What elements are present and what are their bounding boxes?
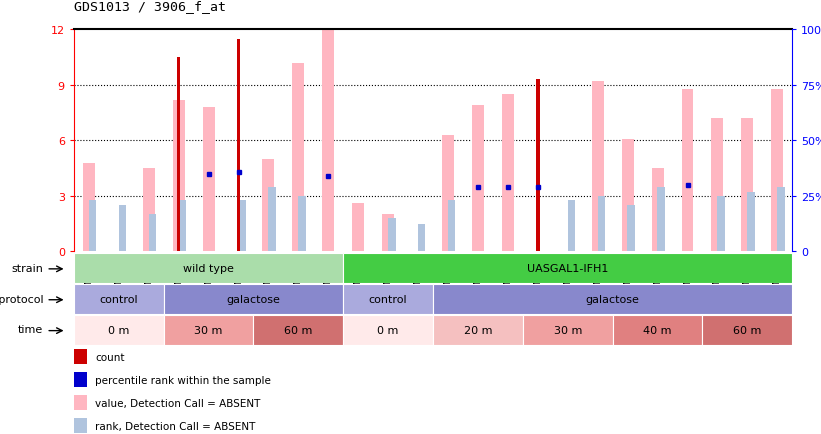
Text: 0 m: 0 m [378, 326, 399, 335]
Text: percentile rank within the sample: percentile rank within the sample [95, 375, 271, 385]
Bar [523, 316, 612, 345]
Bar [74, 285, 163, 314]
Bar [771, 89, 783, 252]
Bar [163, 316, 254, 345]
Bar [203, 108, 214, 252]
Bar [747, 193, 754, 252]
Bar [777, 187, 785, 252]
Bar [254, 316, 343, 345]
Bar [89, 200, 96, 252]
Bar [658, 187, 665, 252]
Bar [83, 163, 95, 252]
Bar [178, 200, 186, 252]
Bar [74, 349, 86, 365]
Bar [74, 372, 86, 388]
Text: 20 m: 20 m [464, 326, 493, 335]
Text: 30 m: 30 m [553, 326, 582, 335]
Text: 60 m: 60 m [733, 326, 762, 335]
Bar [143, 169, 154, 252]
Bar [343, 285, 433, 314]
Bar [298, 196, 305, 252]
Text: 0 m: 0 m [108, 326, 130, 335]
Bar [712, 119, 723, 252]
Text: 30 m: 30 m [195, 326, 222, 335]
Bar [149, 215, 156, 252]
Bar [502, 95, 514, 252]
Bar [627, 206, 635, 252]
Bar [718, 196, 725, 252]
Text: time: time [18, 325, 44, 335]
Bar [74, 254, 343, 283]
Bar [612, 316, 703, 345]
Bar [74, 395, 86, 410]
Bar [238, 200, 245, 252]
Text: wild type: wild type [183, 264, 234, 273]
Bar [177, 58, 181, 252]
Bar [472, 106, 484, 252]
Bar [598, 196, 605, 252]
Bar [323, 30, 334, 252]
Text: GDS1013 / 3906_f_at: GDS1013 / 3906_f_at [74, 0, 226, 13]
Bar [652, 169, 663, 252]
Bar [74, 316, 163, 345]
Bar [681, 89, 694, 252]
Bar [343, 316, 433, 345]
Bar [74, 418, 86, 433]
Text: UASGAL1-IFH1: UASGAL1-IFH1 [527, 264, 608, 273]
Bar [352, 204, 365, 252]
Bar [442, 135, 454, 252]
Bar [263, 160, 274, 252]
Bar [268, 187, 276, 252]
Bar [433, 316, 523, 345]
Text: galactose: galactose [227, 295, 281, 304]
Bar [418, 224, 425, 252]
Bar [703, 316, 792, 345]
Text: control: control [369, 295, 407, 304]
Bar [536, 80, 539, 252]
Bar [236, 39, 241, 252]
Text: value, Detection Call = ABSENT: value, Detection Call = ABSENT [95, 398, 260, 408]
Text: strain: strain [11, 263, 44, 273]
Bar [388, 219, 396, 252]
Bar [343, 254, 792, 283]
Bar [292, 64, 305, 252]
Text: count: count [95, 352, 125, 362]
Text: growth protocol: growth protocol [0, 294, 44, 304]
Bar [741, 119, 754, 252]
Text: rank, Detection Call = ABSENT: rank, Detection Call = ABSENT [95, 421, 255, 431]
Bar [163, 285, 343, 314]
Bar [383, 215, 394, 252]
Text: control: control [99, 295, 138, 304]
Bar [592, 82, 603, 252]
Bar [448, 200, 456, 252]
Bar [433, 285, 792, 314]
Text: galactose: galactose [585, 295, 640, 304]
Bar [567, 200, 575, 252]
Bar [621, 139, 634, 252]
Text: 60 m: 60 m [284, 326, 313, 335]
Text: 40 m: 40 m [644, 326, 672, 335]
Bar [119, 206, 126, 252]
Bar [172, 101, 185, 252]
